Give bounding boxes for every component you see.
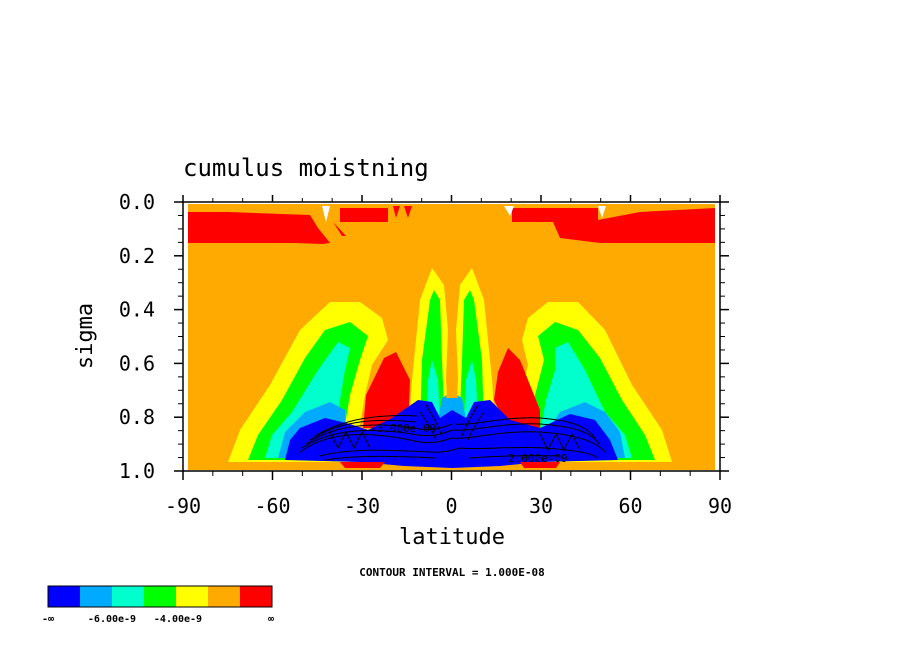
x-tick-label: 0 <box>445 494 457 518</box>
surface-red-left <box>340 462 385 468</box>
colorbar-swatch <box>176 586 208 607</box>
x-tick-label: -30 <box>344 494 380 518</box>
y-tick-label: 0.0 <box>119 190 155 214</box>
x-tick-label: -90 <box>165 494 201 518</box>
y-axis-label: sigma <box>73 303 98 369</box>
y-axis: 0.0 0.2 0.4 0.6 0.8 1.0 <box>119 190 729 483</box>
mid-red-cell-left <box>363 352 410 428</box>
colorbar-swatch <box>240 586 272 607</box>
y-tick-label: 0.2 <box>119 244 155 268</box>
y-tick-label: 0.6 <box>119 351 155 375</box>
x-tick-label: 90 <box>708 494 732 518</box>
chart-title: cumulus moistning <box>183 154 429 182</box>
colorbar-label-max: ∞ <box>268 614 274 625</box>
x-tick-label: 60 <box>618 494 642 518</box>
colorbar-label-3: -4.00e-9 <box>154 614 202 625</box>
x-tick-label: 30 <box>529 494 553 518</box>
colorbar <box>47 585 273 608</box>
contour-label-right: 2.000e-09 <box>508 452 568 465</box>
contour-field: -3.000e-09 2.000e-09 <box>188 204 715 470</box>
colorbar-swatch <box>48 586 80 607</box>
y-tick-label: 1.0 <box>119 459 155 483</box>
x-axis-label: latitude <box>399 525 505 550</box>
mid-red-cell-right <box>494 348 540 428</box>
top-white-notch-3 <box>598 206 606 218</box>
contour-lines <box>299 404 606 461</box>
x-tick-label: -60 <box>254 494 290 518</box>
upper-red-fragment-1 <box>340 208 388 222</box>
upper-red-band-left <box>188 212 330 244</box>
upper-red-fragment-3 <box>393 206 400 218</box>
colorbar-swatch <box>80 586 112 607</box>
colorbar-frame <box>47 585 273 608</box>
low-level-blue <box>285 400 618 468</box>
upper-red-band-right <box>512 208 715 243</box>
colorbar-swatch <box>112 586 144 607</box>
colorbar-swatch <box>144 586 176 607</box>
colorbar-label-min: -∞ <box>42 614 54 625</box>
colorbar-swatch <box>208 586 240 607</box>
top-white-notch-2 <box>504 206 514 216</box>
contour-label-left: -3.000e-09 <box>370 422 436 435</box>
x-axis: -90 -60 -30 0 30 60 90 <box>165 195 732 518</box>
upper-red-fragment-2 <box>333 222 346 236</box>
y-tick-label: 0.4 <box>119 298 155 322</box>
contour-interval: CONTOUR INTERVAL = 1.000E-08 <box>359 566 544 579</box>
top-white-notch-1 <box>322 206 330 222</box>
equator-notch <box>446 372 458 398</box>
colorbar-label-2: -6.00e-9 <box>88 614 136 625</box>
y-tick-label: 0.8 <box>119 405 155 429</box>
upper-red-fragment-4 <box>404 206 412 218</box>
surface-red-right <box>520 462 560 468</box>
